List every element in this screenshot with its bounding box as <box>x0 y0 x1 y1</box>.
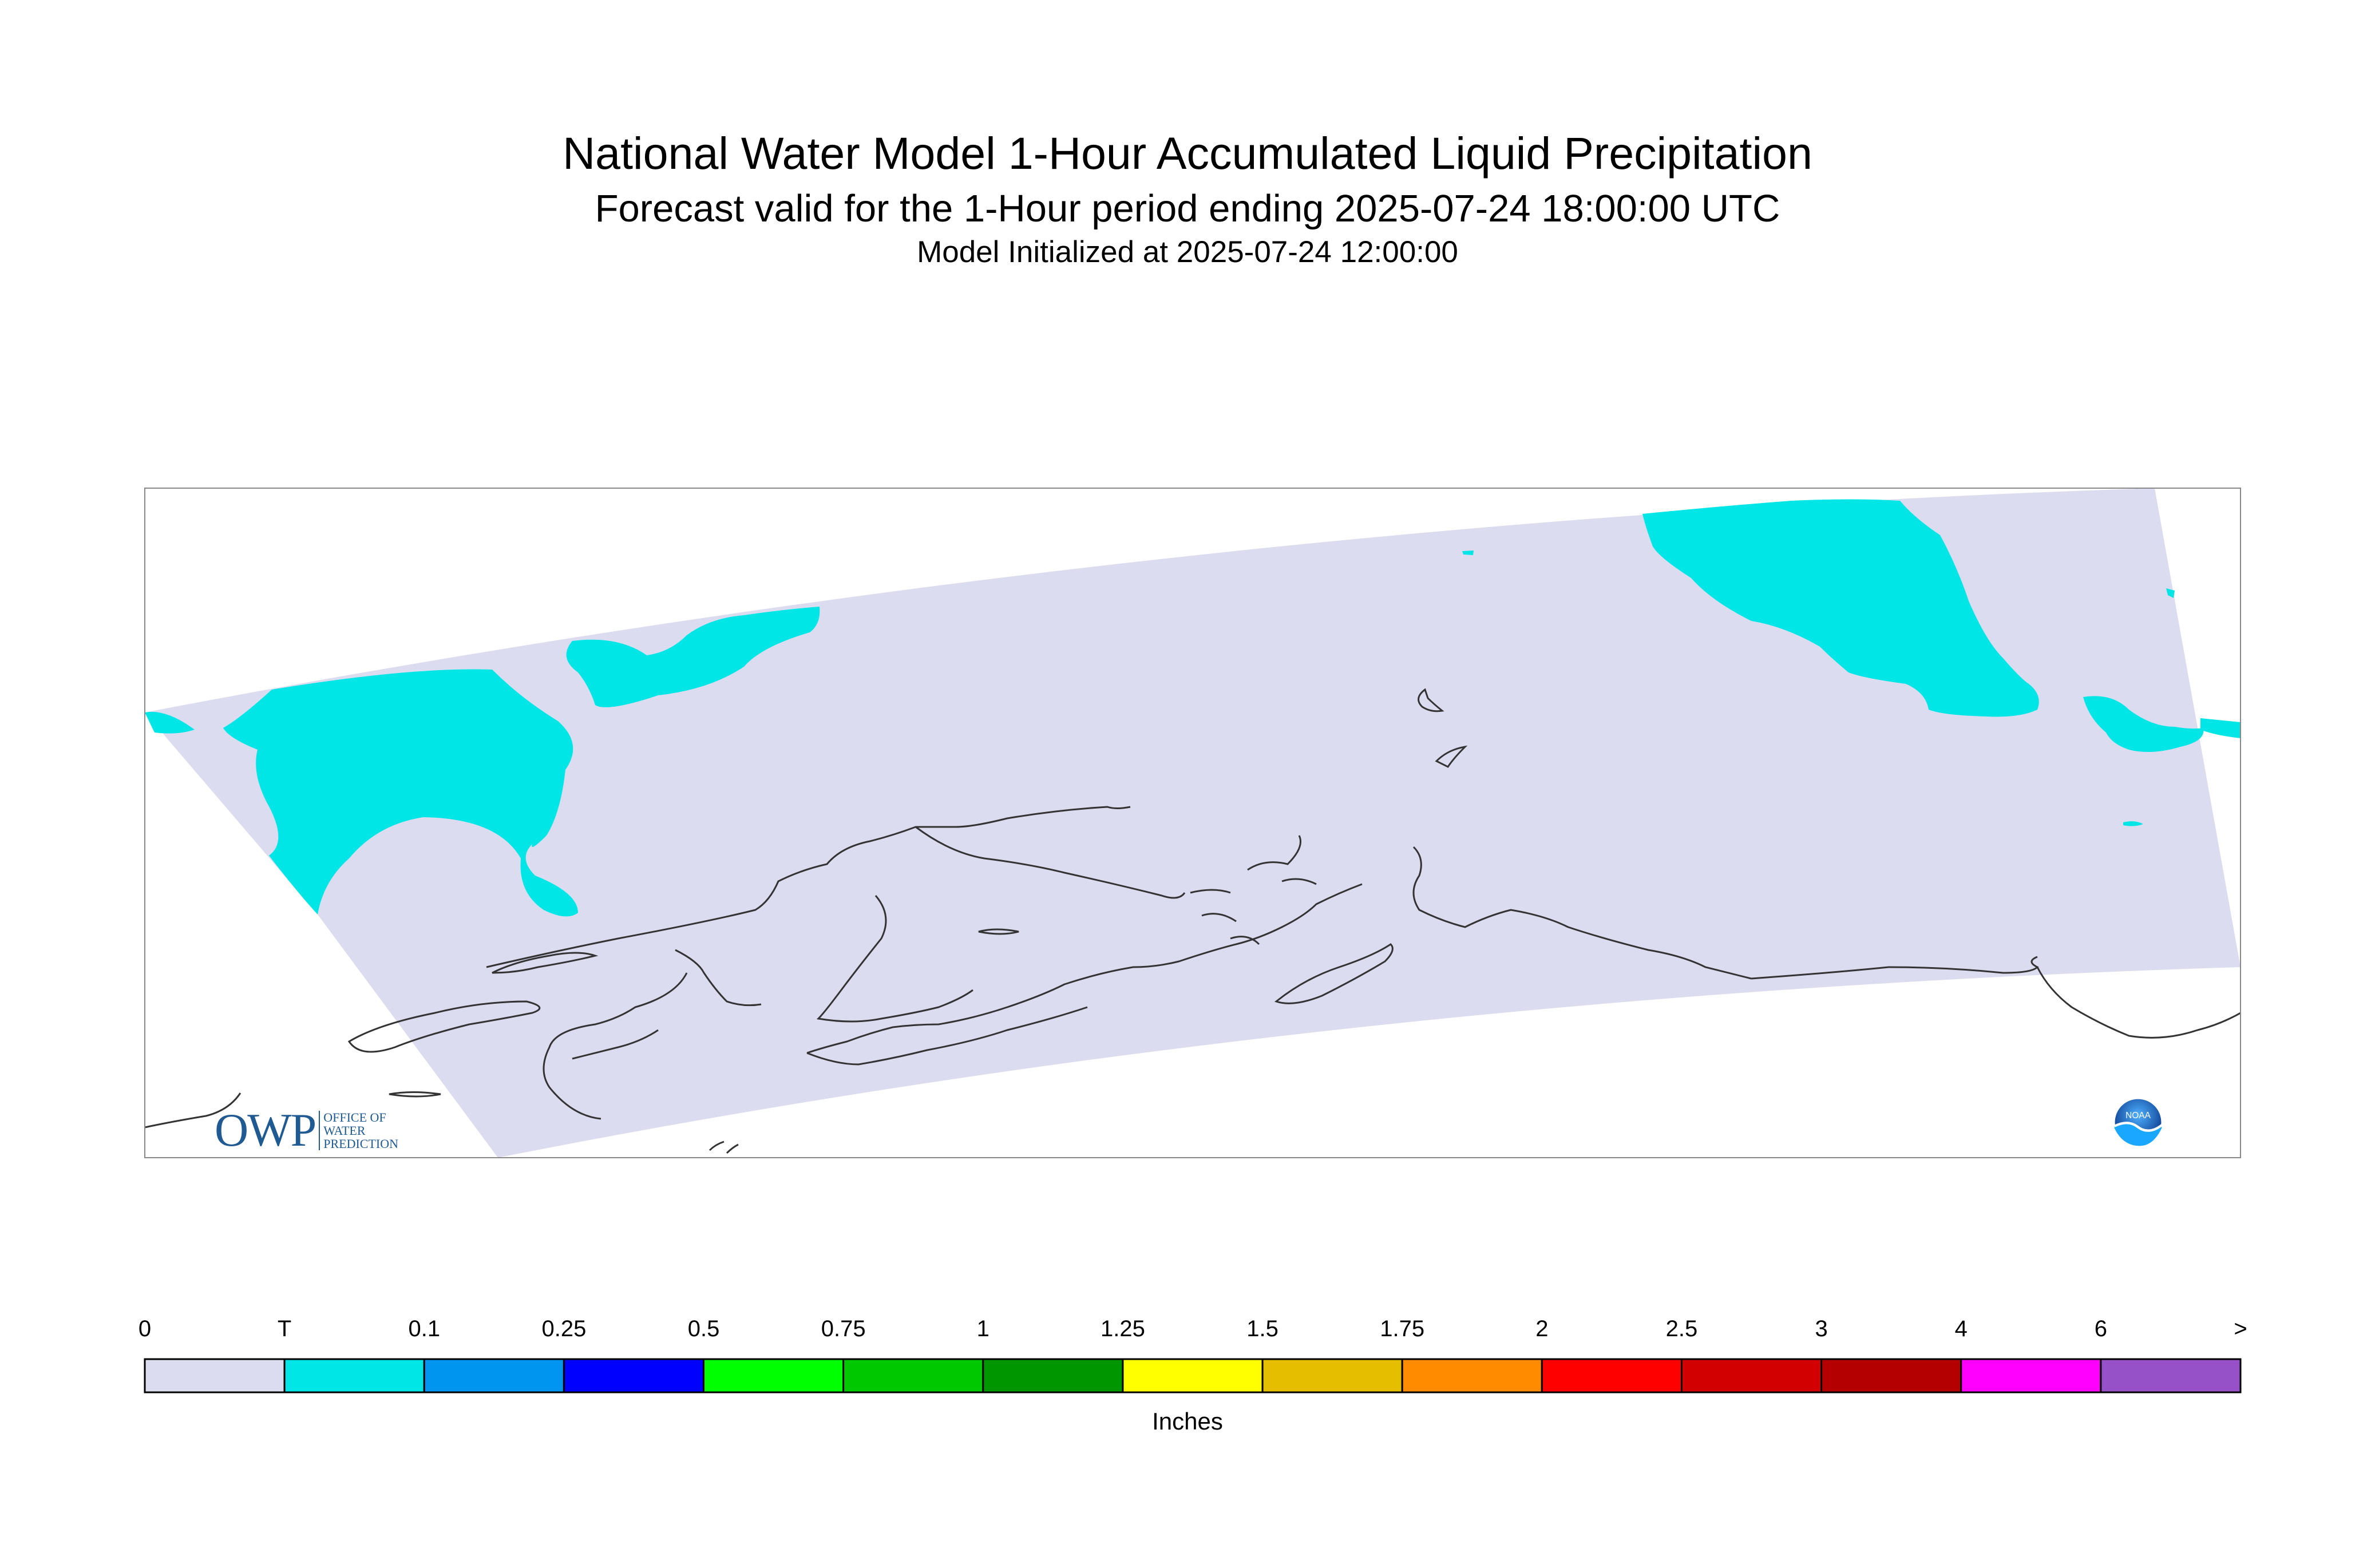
precip-speck-3 <box>1462 551 1474 555</box>
coastline-stlawrence <box>1418 688 1444 712</box>
colorbar-tick-label: 0.1 <box>408 1316 441 1341</box>
coastline-gulf <box>1751 956 2039 980</box>
colorbar-bin-4 <box>703 1358 845 1393</box>
colorbar-bin-11 <box>1680 1358 1823 1393</box>
precip-area-east-edge <box>2200 718 2241 738</box>
coastline-layer <box>145 688 2241 1154</box>
coastline-bristol-bay <box>816 895 973 1023</box>
svg-text:NOAA: NOAA <box>2125 1111 2151 1120</box>
colorbar-bin-8 <box>1261 1358 1403 1393</box>
colorbar-bin-1 <box>283 1358 425 1393</box>
colorbar-tick-label: 1.5 <box>1246 1316 1278 1341</box>
colorbar-bin-12 <box>1820 1358 1962 1393</box>
precip-area-northeast <box>1642 499 2039 717</box>
precip-area-edge <box>145 711 195 734</box>
colorbar-tick-label: 6 <box>2094 1316 2107 1341</box>
colorbar-bin-7 <box>1122 1358 1264 1393</box>
colorbar-bin-5 <box>842 1358 984 1393</box>
coastline-sw-shore <box>572 1029 659 1060</box>
colorbar-tick-label: 1.75 <box>1380 1316 1425 1341</box>
coastline-peninsula-south <box>806 1006 1088 1066</box>
coastline-peninsula <box>806 883 1363 1054</box>
coastline-cook-inlet <box>1412 846 1752 980</box>
coastline-kamchatka-1 <box>492 952 599 974</box>
colorbar-tick-label: 1 <box>976 1316 989 1341</box>
model-init-line: Model Initialized at 2025-07-24 12:00:00 <box>917 235 1458 269</box>
colorbar-tick-label: > <box>2234 1316 2247 1341</box>
colorbar <box>144 1358 2242 1393</box>
owp-logo: OWP OFFICE OF WATER PREDICTION <box>215 1104 398 1156</box>
owp-logo-mark: OWP <box>215 1104 316 1156</box>
colorbar-bin-9 <box>1401 1358 1543 1393</box>
colorbar-bin-0 <box>144 1358 286 1393</box>
colorbar-units-label: Inches <box>1152 1408 1223 1435</box>
coastline-kamchatka-2 <box>347 1000 541 1053</box>
colorbar-tick-label: 4 <box>1954 1316 1968 1341</box>
coastline-sakhalin <box>389 1091 441 1098</box>
coastline-nunivak <box>978 928 1019 935</box>
colorbar-tick-label: 3 <box>1815 1316 1828 1341</box>
coastline-south-arc <box>543 972 688 1120</box>
colorbar-tick-label: 0.5 <box>687 1316 720 1341</box>
map-frame <box>144 488 2241 1158</box>
colorbar-tick-label: 0.75 <box>821 1316 866 1341</box>
coastline-south-islands <box>708 1141 739 1154</box>
precip-area-east <box>2083 696 2204 752</box>
map-subtitle: Forecast valid for the 1-Hour period end… <box>595 187 1780 230</box>
colorbar-tick-label: 2 <box>1535 1316 1549 1341</box>
colorbar-tick-label: 0 <box>138 1316 152 1341</box>
coastline-norton-sound <box>915 826 1186 899</box>
colorbar-tick-label: 0.25 <box>541 1316 587 1341</box>
colorbar-bin-6 <box>982 1358 1124 1393</box>
precip-trace-areas <box>145 499 2241 917</box>
colorbar-bin-10 <box>1541 1358 1683 1393</box>
map-title: National Water Model 1-Hour Accumulated … <box>563 128 1812 179</box>
coastline-okhotsk <box>145 1092 242 1129</box>
coastline-kuskokwim <box>675 949 762 1007</box>
owp-logo-text: OFFICE OF WATER PREDICTION <box>319 1110 398 1150</box>
precip-area-west <box>223 669 578 917</box>
coastline-mainland <box>486 806 1131 968</box>
precip-speck-1 <box>2166 588 2175 598</box>
colorbar-bin-2 <box>423 1358 565 1393</box>
precip-speck-2 <box>2123 821 2143 826</box>
colorbar-tick-label: 1.25 <box>1100 1316 1145 1341</box>
precip-area-north <box>566 607 820 707</box>
coastline-panhandle <box>2036 967 2241 1039</box>
coastline-kodiak <box>1274 943 1394 1004</box>
coastline-island-small-1 <box>1435 745 1468 768</box>
colorbar-tick-label: 2.5 <box>1665 1316 1698 1341</box>
colorbar-tick-label: T <box>277 1316 292 1341</box>
noaa-emblem-icon: NOAA <box>2113 1098 2163 1147</box>
colorbar-bin-13 <box>1960 1358 2102 1393</box>
coastline-islands-group <box>1190 835 1317 945</box>
colorbar-bin-3 <box>563 1358 705 1393</box>
colorbar-bin-14 <box>2100 1358 2242 1393</box>
